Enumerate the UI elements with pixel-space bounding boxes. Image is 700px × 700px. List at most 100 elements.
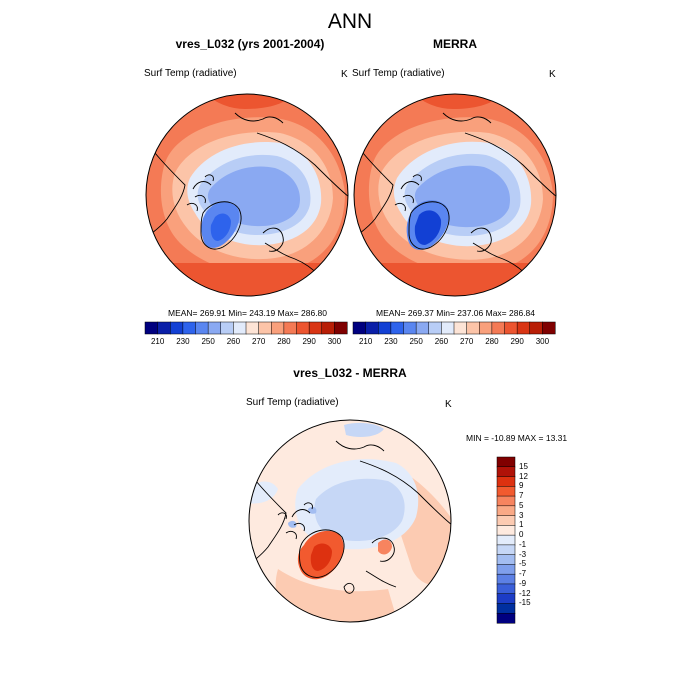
panel3-title: vres_L032 - MERRA bbox=[293, 366, 407, 380]
colorbar-segment bbox=[496, 573, 516, 585]
colorbar-segment bbox=[496, 593, 516, 605]
colorbar-segment bbox=[428, 321, 442, 335]
colorbar-segment bbox=[496, 476, 516, 487]
colorbar-segment bbox=[283, 321, 298, 335]
colorbar-tick-label: -12 bbox=[519, 588, 531, 598]
colorbar-segment bbox=[491, 321, 506, 335]
coastline-scandinavia bbox=[371, 537, 395, 562]
coastline-scandinavia bbox=[470, 227, 492, 252]
colorbar-segment bbox=[157, 321, 171, 335]
colorbar-segment bbox=[496, 554, 516, 565]
colorbar-tick-label: 300 bbox=[535, 337, 550, 346]
colorbar-segment bbox=[352, 321, 367, 335]
colorbar-tick-label: 5 bbox=[519, 500, 524, 510]
colorbar-tick-label: -3 bbox=[519, 549, 527, 559]
colorbar-segment bbox=[144, 321, 159, 335]
figure-title: ANN bbox=[327, 10, 373, 33]
colorbar-segment bbox=[496, 525, 516, 536]
colorbar-segment bbox=[479, 321, 493, 335]
colorbar-segment bbox=[466, 321, 480, 335]
map-border bbox=[145, 93, 349, 297]
colorbar-segment bbox=[403, 321, 417, 335]
colorbar-segment bbox=[496, 544, 516, 556]
panel2-units-label: K bbox=[549, 69, 556, 80]
colorbar-segment bbox=[441, 321, 455, 335]
colorbar-segment bbox=[365, 321, 379, 335]
panel1-colorbar bbox=[144, 321, 348, 335]
panel2-colorbar bbox=[352, 321, 556, 335]
colorbar-segment bbox=[496, 495, 516, 507]
colorbar-segment bbox=[496, 486, 516, 497]
colorbar-tick-label: 270 bbox=[459, 337, 474, 346]
panel3-stats: MIN = -10.89 MAX = 13.31 bbox=[466, 433, 568, 443]
north-africa-hot bbox=[354, 263, 556, 296]
colorbar-segment bbox=[321, 321, 335, 335]
colorbar-segment bbox=[496, 505, 516, 517]
north-africa-hot bbox=[146, 263, 348, 296]
greenland-core bbox=[210, 213, 231, 241]
colorbar-segment bbox=[496, 564, 516, 575]
colorbar-segment bbox=[296, 321, 310, 335]
colorbar-segment bbox=[496, 456, 516, 468]
coastline-greenland bbox=[200, 201, 242, 250]
warm-patch-south bbox=[275, 569, 398, 622]
colorbar-segment bbox=[542, 321, 556, 335]
cool-pacific-patch-2 bbox=[249, 481, 278, 504]
colorbar-segment bbox=[195, 321, 209, 335]
coastline-alaska bbox=[234, 112, 284, 124]
colorbar-tick-label: -15 bbox=[519, 598, 531, 608]
colorbar-segment bbox=[529, 321, 543, 335]
colorbar-tick-label: -7 bbox=[519, 569, 527, 579]
coastline-canadian-archipelago bbox=[394, 174, 422, 212]
colorbar-segment bbox=[453, 321, 468, 335]
coastline-scandinavia bbox=[262, 227, 284, 252]
colorbar-tick-label: 15 bbox=[519, 461, 528, 471]
panel2-stats: MEAN= 269.37 Min= 237.06 Max= 286.84 bbox=[376, 308, 536, 318]
colorbar-tick-label: 9 bbox=[519, 481, 524, 491]
cool-central bbox=[314, 478, 405, 541]
colorbar-segment bbox=[220, 321, 234, 335]
colorbar-tick-label: 210 bbox=[150, 337, 165, 346]
coastline-greenland bbox=[408, 201, 450, 250]
colorbar-tick-label: 260 bbox=[226, 337, 241, 346]
colorbar-segment bbox=[496, 612, 516, 624]
colorbar-segment bbox=[170, 321, 184, 335]
colorbar-segment bbox=[334, 321, 348, 335]
coastline-north-america bbox=[146, 152, 186, 240]
colorbar-segment bbox=[390, 321, 405, 335]
colorbar-tick-label: 0 bbox=[519, 530, 524, 540]
colorbar-tick-label: 3 bbox=[519, 510, 524, 520]
colorbar-tick-label: 270 bbox=[251, 337, 266, 346]
panel2-polar-map bbox=[353, 93, 557, 297]
colorbar-tick-label: 260 bbox=[434, 337, 449, 346]
colorbar-segment bbox=[378, 321, 392, 335]
colorbar-tick-label: 250 bbox=[201, 337, 215, 346]
colorbar-tick-label: -1 bbox=[519, 539, 527, 549]
coastline-canadian-archipelago bbox=[277, 502, 313, 540]
colorbar-segment bbox=[516, 321, 531, 335]
colorbar-tick-label: -5 bbox=[519, 559, 527, 569]
coastline-north-america bbox=[354, 152, 394, 240]
colorbar-tick-label: -9 bbox=[519, 578, 527, 588]
colorbar-segment bbox=[182, 321, 197, 335]
colorbar-tick-label: 230 bbox=[384, 337, 398, 346]
map-border bbox=[353, 93, 557, 297]
colorbar-tick-label: 250 bbox=[409, 337, 423, 346]
panel3-variable-label: Surf Temp (radiative) bbox=[246, 397, 339, 408]
panel1-title: vres_L032 (yrs 2001-2004) bbox=[175, 37, 325, 51]
panel1-units-label: K bbox=[341, 69, 348, 80]
coastline-alaska bbox=[335, 440, 385, 452]
panel3-colorbar bbox=[496, 456, 516, 624]
colorbar-segment bbox=[245, 321, 260, 335]
map-border bbox=[248, 419, 452, 623]
coastline-alaska bbox=[442, 112, 492, 124]
colorbar-segment bbox=[308, 321, 323, 335]
colorbar-tick-label: 280 bbox=[277, 337, 291, 346]
panel2-colorbar-ticks: 210 230 250 260 270 280 290 300 bbox=[353, 337, 555, 349]
colorbar-tick-label: 210 bbox=[358, 337, 373, 346]
coastline-uk bbox=[343, 582, 355, 594]
colorbar-tick-label: 290 bbox=[510, 337, 524, 346]
colorbar-tick-label: 7 bbox=[519, 491, 524, 501]
panel1-stats: MEAN= 269.91 Min= 243.19 Max= 286.80 bbox=[168, 308, 328, 318]
greenland-core bbox=[414, 210, 442, 245]
